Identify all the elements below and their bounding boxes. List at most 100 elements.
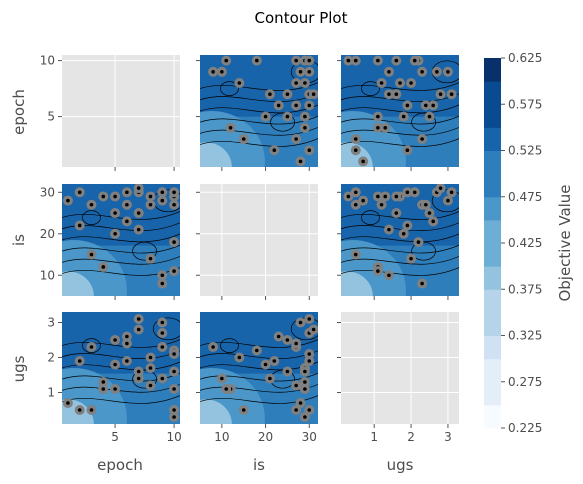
trial-point [224, 58, 229, 63]
trial-point [298, 401, 303, 405]
trial-point [346, 194, 351, 199]
contour-line [132, 369, 157, 389]
trial-point [224, 387, 229, 391]
trial-point [412, 190, 417, 195]
colorbar-tick-label: 0.625 [508, 51, 542, 65]
trial-point [353, 202, 358, 207]
contour-line [220, 81, 239, 96]
contour-line [341, 127, 459, 136]
trial-point [285, 114, 290, 119]
trial-point [294, 103, 298, 108]
trial-point [387, 70, 391, 74]
colorbar-tick-label: 0.375 [508, 282, 542, 296]
trial-point [409, 81, 413, 85]
trial-point [125, 190, 129, 195]
trial-point [307, 103, 312, 108]
trial-point [89, 345, 94, 349]
trial-point [136, 211, 141, 215]
panel-ugs-vs-ugs: 1 2 3 [337, 312, 459, 444]
trial-point [136, 376, 141, 381]
trial-point [307, 352, 312, 356]
colorbar-band [484, 358, 501, 383]
colorbar-band [484, 219, 501, 244]
trial-point [113, 194, 117, 199]
colorbar-band [484, 173, 501, 198]
contour-line [82, 210, 101, 225]
trial-point [409, 256, 413, 261]
contour-line [341, 93, 459, 102]
x-axis-label-ugs: ugs [387, 456, 414, 474]
colorbar-band [484, 104, 501, 128]
trial-point [298, 159, 303, 164]
trial-point [353, 137, 358, 141]
contour-line [220, 338, 239, 353]
trial-point [228, 126, 233, 130]
trial-point [66, 198, 70, 203]
trial-point [125, 334, 129, 339]
trial-point [311, 327, 316, 332]
trial-point [160, 345, 165, 349]
trial-point [125, 219, 129, 224]
contour-line [132, 241, 157, 261]
trial-point [307, 148, 312, 152]
contour-line [341, 244, 459, 254]
colorbar-tick-label: 0.275 [508, 375, 542, 389]
x-tick-label: 30 [302, 430, 317, 444]
x-tick-label: 3 [444, 430, 452, 444]
trial-point [449, 190, 454, 195]
contour-line [341, 115, 459, 125]
contour-line [62, 256, 180, 265]
trial-point [237, 355, 242, 360]
contour-line [200, 93, 318, 102]
trial-point [420, 70, 424, 74]
y-tick-label: 1 [47, 386, 55, 400]
trial-point [449, 92, 454, 96]
colorbar-tick-label: 0.525 [508, 144, 542, 158]
trial-point [353, 148, 358, 152]
trial-point [285, 338, 290, 342]
colorbar-band [484, 58, 501, 82]
contour-line [62, 244, 180, 254]
trial-point [405, 103, 410, 108]
trial-point [383, 194, 388, 199]
contour-band [200, 142, 232, 167]
colorbar-title: Objective Value [556, 184, 574, 301]
trial-point [398, 81, 402, 85]
trial-point [346, 58, 351, 63]
trial-point [125, 202, 129, 207]
trial-point [263, 362, 268, 367]
trial-point [148, 256, 153, 261]
x-tick-label: 10 [166, 430, 181, 444]
trial-point [255, 348, 259, 353]
trial-point [136, 227, 141, 232]
contour-line [62, 233, 180, 243]
trial-point [276, 334, 281, 339]
empty-panel-background [341, 312, 459, 424]
contour-line [341, 256, 459, 265]
contour-line [431, 189, 459, 213]
colorbar-band [484, 150, 501, 175]
trial-point [285, 92, 290, 96]
trial-point [101, 380, 106, 384]
trial-point [379, 202, 384, 207]
trial-point [101, 387, 106, 391]
trial-point [220, 70, 224, 74]
x-tick-label: 2 [407, 430, 415, 444]
trial-point [172, 408, 176, 412]
x-tick-label: 5 [111, 430, 119, 444]
x-tick-label: 10 [214, 430, 229, 444]
trial-point [136, 317, 141, 321]
y-axis-label-is: is [10, 234, 28, 246]
trial-point [361, 159, 365, 164]
empty-panel-background [200, 184, 318, 296]
trial-point [148, 366, 153, 370]
panel-is-vs-is [196, 184, 318, 300]
trial-point [89, 252, 94, 257]
trial-point [148, 355, 153, 360]
trial-point [353, 58, 358, 63]
trial-point [431, 219, 435, 224]
trial-point [438, 92, 443, 96]
trial-point [420, 281, 424, 286]
empty-panel-background [62, 55, 180, 167]
x-axis-label-epoch: epoch [97, 456, 143, 474]
